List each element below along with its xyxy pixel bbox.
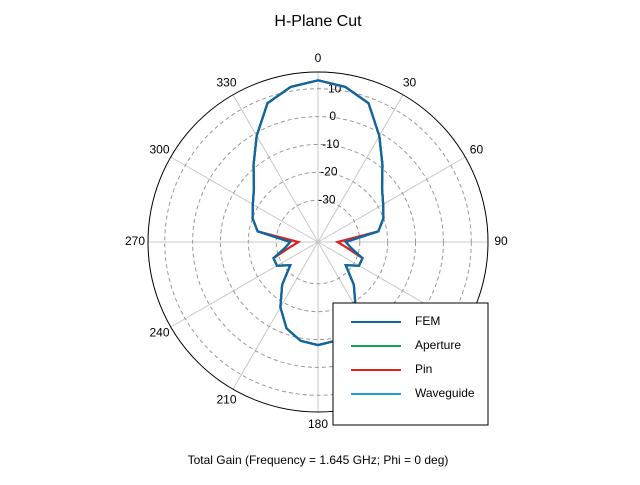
radial-tick-label: -30 — [318, 192, 336, 206]
angular-tick-label: 300 — [150, 143, 170, 157]
angular-grid-line — [170, 241, 319, 328]
angular-tick-label: 210 — [216, 393, 236, 407]
polar-frame — [147, 71, 489, 413]
legend-label: FEM — [415, 314, 440, 328]
legend-label: Aperture — [415, 338, 461, 352]
legend-label: Waveguide — [415, 386, 475, 400]
radial-tick-label: -20 — [320, 165, 338, 179]
radial-tick-label: -10 — [322, 137, 340, 151]
radial-grid-line — [164, 88, 472, 396]
radial-tick-label: 0 — [329, 109, 336, 123]
angular-tick-label: 0 — [315, 51, 322, 65]
angular-tick-label: 330 — [216, 76, 236, 90]
legend-box — [332, 302, 489, 426]
radial-grid-line — [219, 143, 417, 341]
angular-tick-label: 180 — [308, 417, 328, 431]
angular-tick-label: 30 — [403, 76, 417, 90]
angular-tick-label: 270 — [125, 234, 145, 248]
radial-grid-line — [192, 116, 444, 368]
angular-tick-label: 240 — [150, 326, 170, 340]
x-axis-label: Total Gain (Frequency = 1.645 GHz; Phi =… — [188, 453, 449, 467]
angular-grid-line — [317, 156, 466, 243]
angular-tick-label: 90 — [494, 234, 508, 248]
angular-grid-line — [232, 241, 319, 390]
angular-grid-line — [170, 156, 319, 243]
legend-label: Pin — [415, 362, 432, 376]
series-line — [251, 79, 385, 347]
radial-grid-line — [275, 199, 361, 285]
angular-grid-line — [317, 94, 404, 243]
chart-title: H-Plane Cut — [274, 13, 362, 30]
angular-grid-line — [232, 94, 319, 243]
radial-grid-line — [247, 171, 389, 313]
angular-tick-label: 60 — [470, 143, 484, 157]
